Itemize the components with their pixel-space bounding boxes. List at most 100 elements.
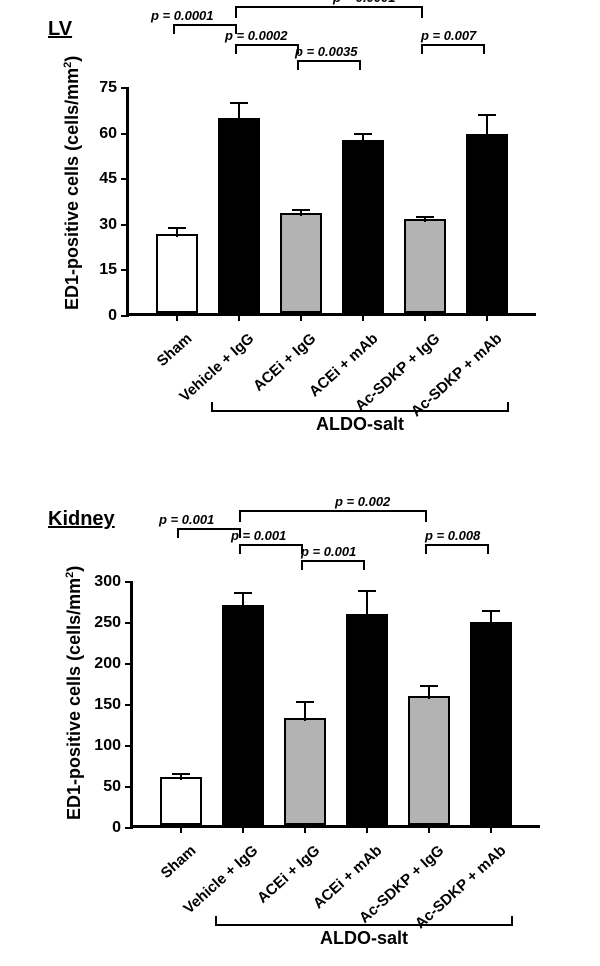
pval-bracket-v — [425, 544, 427, 554]
y-tick-label: 0 — [112, 819, 133, 837]
y-tick-label: 250 — [94, 614, 133, 632]
x-tick — [242, 825, 244, 833]
error-cap — [230, 102, 248, 104]
p-value-label: p = 0.007 — [421, 28, 476, 43]
panel-title-kidney: Kidney — [48, 508, 115, 531]
error-bar — [242, 592, 244, 608]
x-tick — [366, 825, 368, 833]
p-value-label: p = 0.0001 — [151, 8, 214, 23]
bar-kidney-2 — [284, 718, 326, 825]
group-label-kidney: ALDO-salt — [304, 928, 424, 949]
pval-bracket-v — [239, 544, 241, 554]
y-tick-label: 50 — [103, 778, 133, 796]
error-cap — [482, 610, 500, 612]
pval-bracket-v — [487, 544, 489, 554]
p-value-label: p = 0.001 — [159, 512, 214, 527]
group-bracket-h — [215, 924, 513, 926]
error-bar — [428, 685, 430, 700]
x-tick — [238, 313, 240, 321]
pval-bracket-v — [235, 6, 237, 18]
y-tick-label: 15 — [99, 261, 129, 279]
bar-lv-2 — [280, 213, 322, 313]
p-value-label: p = 0.001 — [301, 544, 356, 559]
x-category-label: Sham — [80, 330, 195, 436]
bar-kidney-3 — [346, 614, 388, 825]
pval-bracket-v — [177, 528, 179, 538]
y-tick-label: 60 — [99, 125, 129, 143]
y-axis-label-lv: ED1-positive cells (cells/mm2) — [62, 56, 83, 310]
x-tick — [490, 825, 492, 833]
pval-bracket-v — [239, 510, 241, 522]
x-category-label: Vehicle + IgG — [142, 330, 257, 436]
y-tick-label: 300 — [94, 573, 133, 591]
bar-lv-3 — [342, 140, 384, 313]
x-tick — [424, 313, 426, 321]
error-bar — [486, 114, 488, 137]
bar-lv-1 — [218, 118, 260, 313]
p-value-label: p = 0.0002 — [225, 28, 288, 43]
p-value-label: p = 0.0001 — [333, 0, 396, 5]
group-label-lv: ALDO-salt — [300, 414, 420, 435]
pval-bracket-h — [236, 44, 298, 46]
x-tick — [304, 825, 306, 833]
error-cap — [292, 209, 310, 211]
pval-bracket-v — [421, 6, 423, 18]
error-cap — [234, 592, 252, 594]
panel-title-lv: LV — [48, 18, 72, 41]
y-tick-label: 100 — [94, 737, 133, 755]
y-axis-label-kidney: ED1-positive cells (cells/mm2) — [64, 566, 85, 820]
bar-lv-5 — [466, 134, 508, 313]
pval-bracket-h — [236, 6, 422, 8]
group-bracket-v — [211, 402, 213, 410]
x-category-label: Sham — [84, 842, 199, 948]
figure: LV01530456075ED1-positive cells (cells/m… — [0, 0, 600, 966]
y-tick-label: 200 — [94, 655, 133, 673]
pval-bracket-v — [359, 60, 361, 70]
group-bracket-h — [211, 410, 509, 412]
p-value-label: p = 0.002 — [335, 494, 390, 509]
pval-bracket-v — [483, 44, 485, 54]
group-bracket-v — [511, 916, 513, 924]
error-bar — [304, 701, 306, 722]
p-value-label: p = 0.001 — [231, 528, 286, 543]
bar-kidney-1 — [222, 605, 264, 825]
group-bracket-v — [215, 916, 217, 924]
p-value-label: p = 0.008 — [425, 528, 480, 543]
bar-lv-0 — [156, 234, 198, 313]
x-tick — [176, 313, 178, 321]
bar-kidney-0 — [160, 777, 202, 825]
pval-bracket-h — [302, 560, 364, 562]
group-bracket-v — [507, 402, 509, 410]
p-value-label: p = 0.0035 — [295, 44, 358, 59]
error-bar — [490, 610, 492, 625]
y-tick-label: 75 — [99, 79, 129, 97]
error-cap — [358, 590, 376, 592]
error-cap — [478, 114, 496, 116]
error-bar — [366, 590, 368, 617]
error-cap — [416, 216, 434, 218]
pval-bracket-v — [235, 44, 237, 54]
x-tick — [486, 313, 488, 321]
x-tick — [362, 313, 364, 321]
y-tick-label: 30 — [99, 216, 129, 234]
x-tick — [428, 825, 430, 833]
chart-kidney: 050100150200250300 — [130, 582, 540, 828]
pval-bracket-h — [240, 510, 426, 512]
error-cap — [354, 133, 372, 135]
x-tick — [180, 825, 182, 833]
x-tick — [300, 313, 302, 321]
pval-bracket-v — [425, 510, 427, 522]
error-bar — [238, 102, 240, 122]
pval-bracket-v — [363, 560, 365, 570]
pval-bracket-h — [240, 544, 302, 546]
y-tick-label: 45 — [99, 170, 129, 188]
pval-bracket-h — [174, 24, 236, 26]
pval-bracket-h — [426, 544, 488, 546]
error-cap — [420, 685, 438, 687]
chart-lv: 01530456075 — [126, 88, 536, 316]
pval-bracket-h — [422, 44, 484, 46]
bar-lv-4 — [404, 219, 446, 313]
y-tick-label: 0 — [108, 307, 129, 325]
error-cap — [168, 227, 186, 229]
pval-bracket-h — [298, 60, 360, 62]
